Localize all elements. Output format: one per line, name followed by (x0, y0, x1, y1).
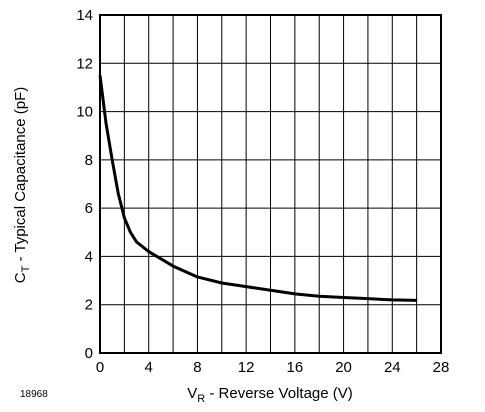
x-tick-label: 12 (238, 359, 255, 376)
y-tick-label: 0 (85, 345, 93, 362)
figure-id: 18968 (20, 389, 48, 400)
y-tick-label: 10 (76, 104, 93, 121)
x-tick-label: 24 (384, 359, 401, 376)
capacitance-curve (98, 75, 417, 302)
x-tick-label: 0 (96, 359, 104, 376)
x-tick-label: 28 (433, 359, 450, 376)
x-tick-label: 20 (335, 359, 352, 376)
x-tick-label: 8 (193, 359, 201, 376)
x-tick-label: 16 (287, 359, 304, 376)
y-tick-label: 2 (85, 297, 93, 314)
x-axis-title: VR - Reverse Voltage (V) (187, 385, 353, 405)
grid (100, 15, 441, 353)
y-axis-tick-labels: 0 2 4 6 8 10 12 14 (76, 7, 93, 362)
y-tick-label: 6 (85, 200, 93, 217)
x-axis-tick-labels: 0 4 8 12 16 20 24 28 (96, 359, 450, 376)
y-tick-label: 4 (85, 248, 93, 265)
y-tick-label: 8 (85, 152, 93, 169)
y-tick-label: 14 (76, 7, 93, 24)
y-tick-label: 12 (76, 55, 93, 72)
plot-area-frame (99, 14, 442, 354)
y-axis-title: CT - Typical Capacitance (pF) (12, 87, 32, 284)
x-tick-label: 4 (145, 359, 153, 376)
